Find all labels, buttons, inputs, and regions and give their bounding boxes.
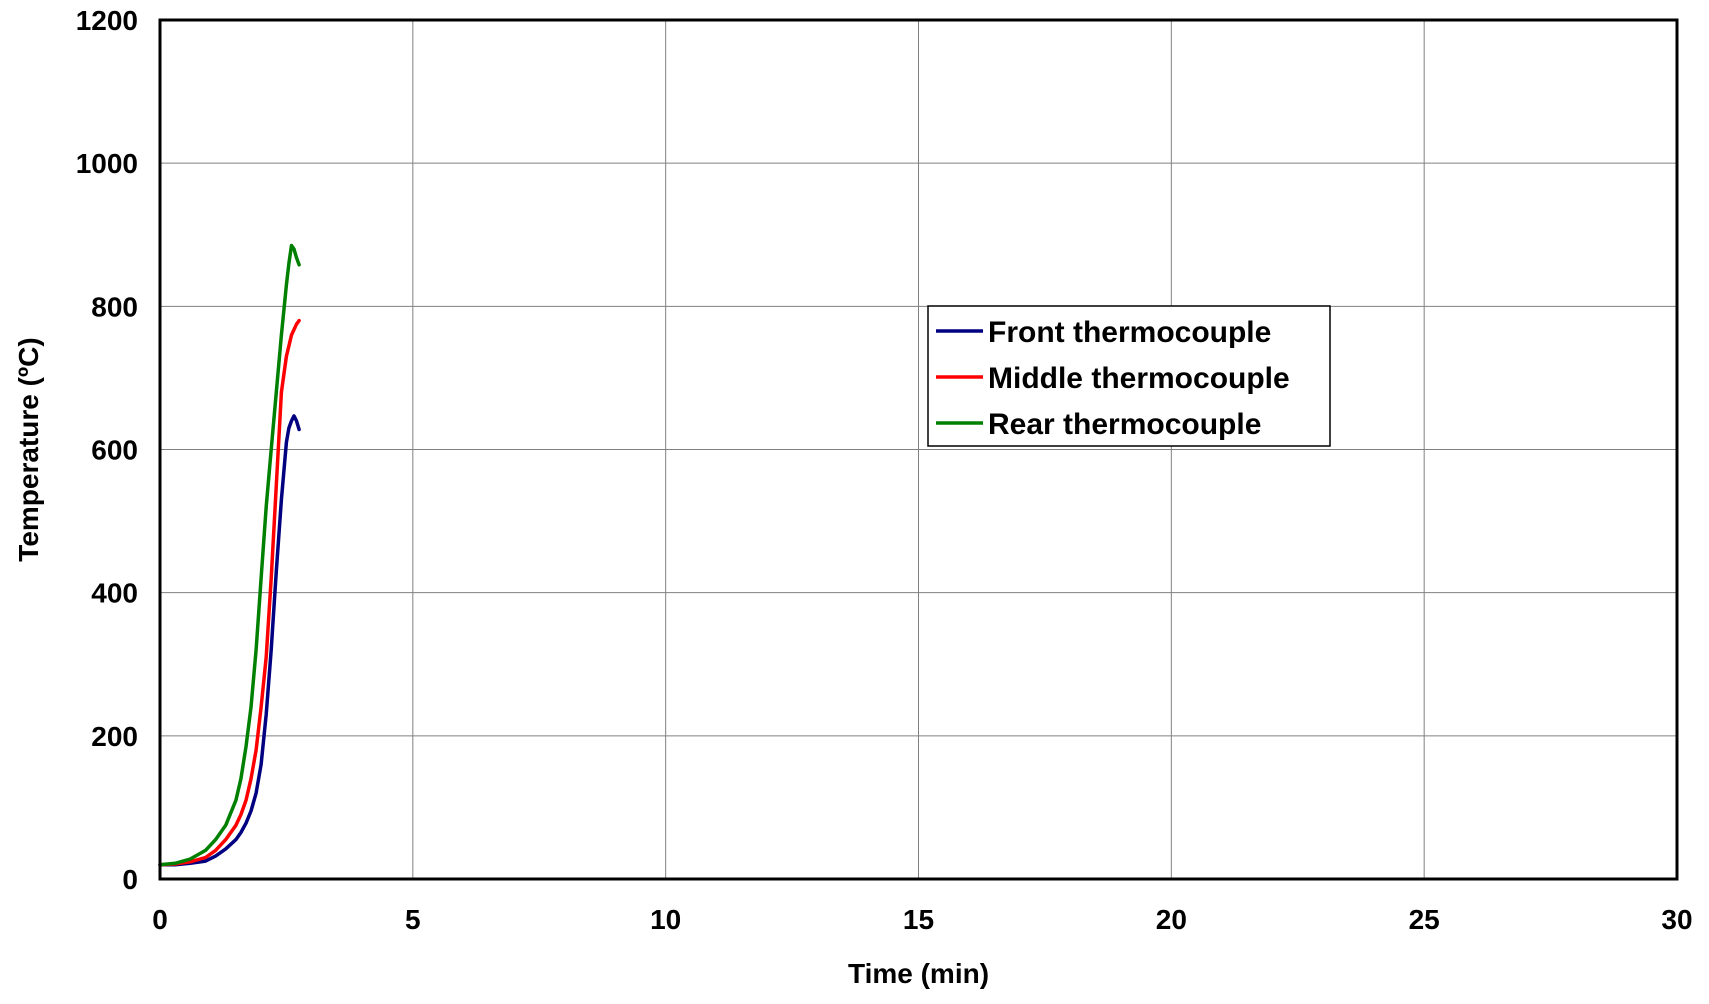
y-tick-label: 1200 <box>76 5 138 36</box>
series-line-front <box>158 414 301 867</box>
series-lines <box>158 243 301 867</box>
y-tick-label: 0 <box>122 864 138 895</box>
y-axis-title: Temperature (ºC) <box>13 337 44 561</box>
x-tick-label: 15 <box>903 904 934 935</box>
y-tick-label: 200 <box>91 721 138 752</box>
gridlines <box>160 20 1677 879</box>
x-tick-label: 30 <box>1661 904 1692 935</box>
x-tick-label: 20 <box>1156 904 1187 935</box>
legend-label-front: Front thermocouple <box>988 316 1271 349</box>
x-tick-label: 5 <box>405 904 421 935</box>
y-tick-label: 1000 <box>76 148 138 179</box>
legend-label-rear: Rear thermocouple <box>988 408 1261 441</box>
y-tick-label: 600 <box>91 435 138 466</box>
legend-box <box>927 305 1331 447</box>
x-tick-label: 10 <box>650 904 681 935</box>
x-tick-label: 25 <box>1409 904 1440 935</box>
tick-labels: 0 5 10 15 20 25 30 0 200 400 600 800 1000 1200 <box>76 5 1693 935</box>
series-line-middle <box>158 318 301 867</box>
x-axis-title: Time (min) <box>848 958 989 989</box>
y-tick-label: 800 <box>91 291 138 322</box>
plot-frame <box>158 18 1679 881</box>
legend: Front thermocouple Middle thermocouple R… <box>927 305 1331 447</box>
y-tick-label: 400 <box>91 578 138 609</box>
legend-label-middle: Middle thermocouple <box>988 362 1290 395</box>
x-tick-label: 0 <box>152 904 168 935</box>
series-line-rear <box>158 243 301 867</box>
